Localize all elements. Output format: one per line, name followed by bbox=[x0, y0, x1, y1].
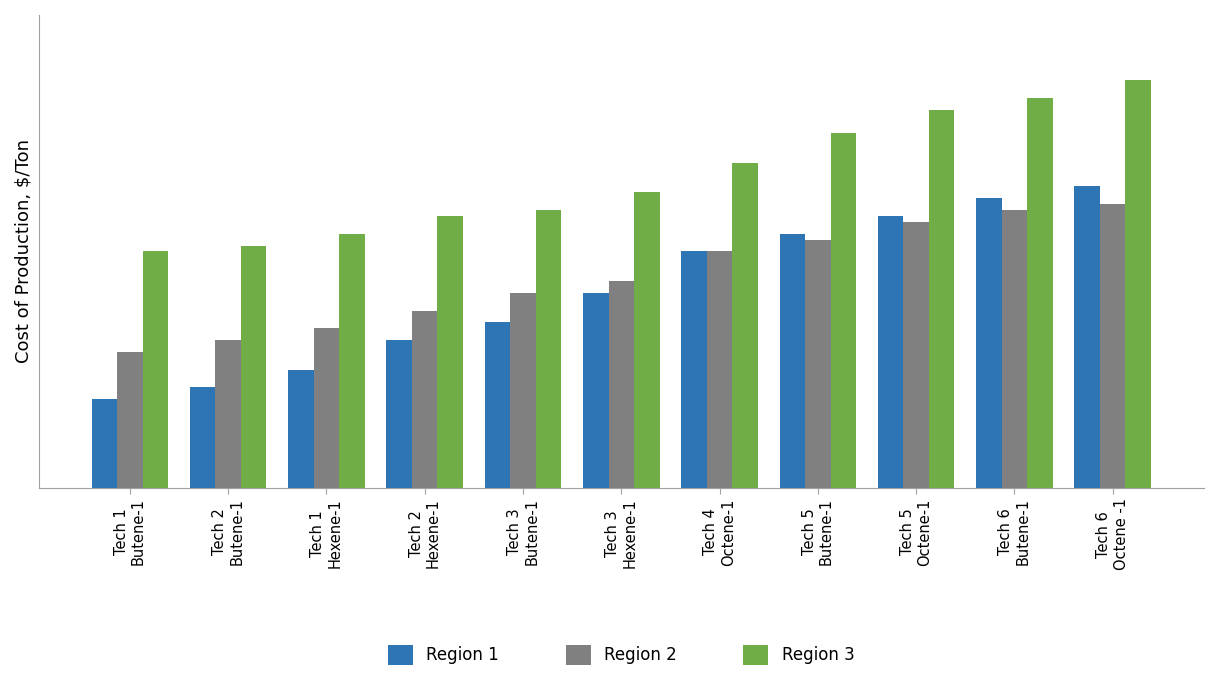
Bar bbox=[634, 192, 659, 697]
Bar bbox=[386, 340, 412, 697]
Bar bbox=[485, 323, 511, 697]
Bar bbox=[190, 388, 216, 697]
Bar bbox=[976, 198, 1002, 697]
Bar bbox=[241, 245, 267, 697]
Bar bbox=[1074, 186, 1100, 697]
Bar bbox=[536, 210, 561, 697]
Bar bbox=[878, 216, 903, 697]
Bar bbox=[1002, 210, 1028, 697]
Bar bbox=[438, 216, 463, 697]
Bar bbox=[608, 281, 634, 697]
Legend: Region 1, Region 2, Region 3: Region 1, Region 2, Region 3 bbox=[382, 638, 862, 672]
Bar bbox=[681, 252, 707, 697]
Bar bbox=[216, 340, 241, 697]
Bar bbox=[779, 233, 805, 697]
Bar bbox=[1100, 204, 1125, 697]
Bar bbox=[1125, 80, 1151, 697]
Bar bbox=[511, 293, 536, 697]
Bar bbox=[707, 252, 733, 697]
Bar bbox=[805, 240, 830, 697]
Bar bbox=[117, 352, 143, 697]
Bar bbox=[91, 399, 117, 697]
Bar bbox=[313, 328, 339, 697]
Bar bbox=[288, 369, 313, 697]
Bar bbox=[412, 311, 438, 697]
Bar bbox=[903, 222, 929, 697]
Bar bbox=[733, 163, 758, 697]
Bar bbox=[143, 252, 168, 697]
Bar bbox=[339, 233, 364, 697]
Y-axis label: Cost of Production, $/Ton: Cost of Production, $/Ton bbox=[15, 139, 33, 363]
Bar bbox=[1028, 98, 1053, 697]
Bar bbox=[929, 109, 954, 697]
Bar bbox=[583, 293, 608, 697]
Bar bbox=[830, 133, 856, 697]
